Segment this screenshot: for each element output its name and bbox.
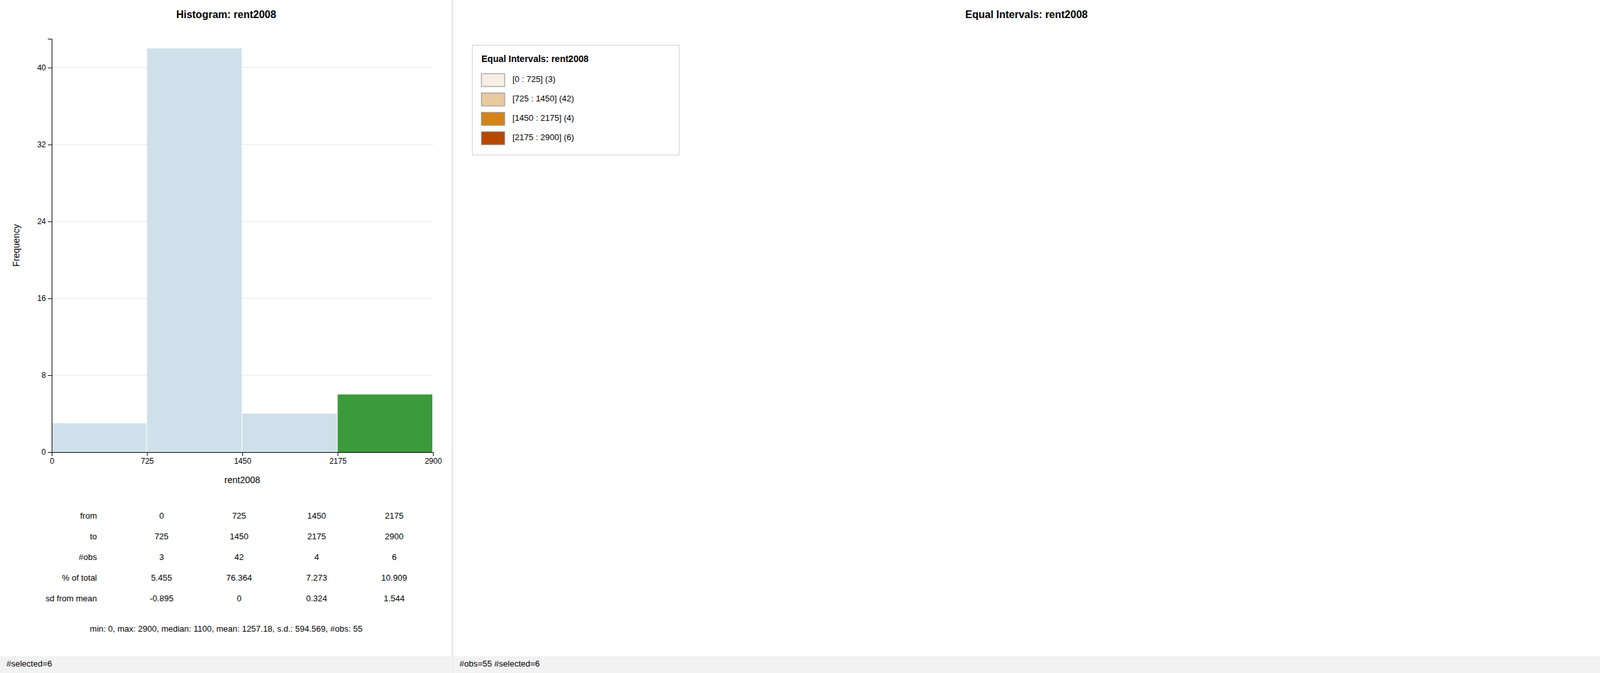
tick-mark [47,452,52,453]
table-cell: 10.909 [381,573,408,583]
bar[interactable] [242,413,338,453]
table-row-label: #obs [78,552,98,563]
table-cell: 0 [236,593,242,604]
tick-mark [47,221,52,223]
tick: 8 [41,370,52,380]
legend: Equal Intervals: rent2008 [0 : 725] (3) [7… [472,45,680,156]
table-cell: 725 [154,531,169,542]
grid-line [51,221,433,222]
tick: 0 [41,447,52,457]
stats-text: min: 0, max: 2900, median: 1100, mean: 1… [89,624,363,634]
bar[interactable] [51,423,147,453]
table-cell: 2900 [385,531,404,542]
legend-swatch [481,112,505,126]
table-row-label: from [80,511,97,521]
tick-mark [242,452,243,457]
grid-line [51,67,433,68]
table-cell: 2175 [307,531,327,542]
tick-label: 32 [37,140,47,150]
grid [51,67,433,453]
tick-label: 1450 [233,456,252,466]
table-cell: 725 [231,511,247,521]
chart-title: Equal Intervals: rent2008 [965,9,1089,21]
axis-line [47,39,53,453]
grid-line [51,297,433,299]
legend-swatch [481,73,505,87]
tick: 40 [37,63,52,73]
table-cell: 76.364 [226,573,253,583]
x-axis: 0 725 1450 2175 2900 [49,452,443,466]
tick-label: 0 [41,447,46,457]
legend-box [472,45,680,156]
table: from to #obs % of total sd from mean 0 725 3 5.4… [45,511,408,604]
tick-mark [47,144,52,146]
tick-label: 16 [37,294,47,304]
tick-label: 725 [140,456,154,466]
table-cell: 7.273 [306,573,328,583]
status-text: #selected=6 [6,659,52,669]
tick-mark [47,298,52,300]
tick: 1450 [233,452,252,466]
table-row-label: % of total [62,573,97,583]
table-row-label: sd from mean [45,593,97,604]
panel-divider [452,0,453,673]
table-row-label: to [89,531,97,542]
status-bar [452,656,1600,673]
tick-label: 2900 [424,456,443,466]
tick-mark [337,452,339,457]
tick: 725 [140,452,154,466]
chart-title: Histogram: rent2008 [176,9,277,21]
table-cell: 42 [234,552,244,563]
legend-label: [2175 : 2900] (6) [512,132,574,143]
table-cell: 1.544 [383,593,406,604]
tick-label: 0 [49,456,55,466]
tick: 32 [37,140,52,150]
y-axis: 0 8 16 24 32 40 [37,39,53,458]
table-cell: 4 [314,552,319,563]
axis-line [52,452,434,457]
tick: 2175 [329,452,348,466]
tick-label: 2175 [329,456,348,466]
bars [51,48,433,453]
status-bar [0,656,453,673]
legend-title: Equal Intervals: rent2008 [481,53,589,64]
bar[interactable] [337,394,433,453]
table-cell: 3 [158,552,164,563]
legend-swatch [481,131,505,145]
y-axis-title: Frequency [10,224,22,267]
grid-line [51,144,433,145]
table-cell: 2175 [385,511,404,521]
tick-label: 40 [37,63,47,73]
tick: 2900 [424,452,443,466]
status-text: #obs=55 #selected=6 [459,659,540,669]
tick: 16 [37,294,52,304]
table-cell: 0 [158,511,164,521]
page: Histogram: rent2008 0 725 1450 2175 2900 0 8 16 2… [0,0,1600,673]
tick-mark [47,67,52,69]
grid-line [51,374,433,376]
tick-label: 24 [37,217,47,227]
legend-label: [1450 : 2175] (4) [512,113,574,123]
bar[interactable] [147,48,243,453]
legend-swatch [481,93,505,106]
legend-label: [725 : 1450] (42) [512,93,574,104]
tick-mark [47,375,52,377]
tick-label: 8 [41,370,46,380]
legend-label: [0 : 725] (3) [512,74,556,85]
tick-mark [432,452,434,457]
tick: 24 [37,217,52,227]
table-cell: 5.455 [151,573,173,583]
table-cell: 1450 [307,511,327,521]
tick-mark [147,452,148,457]
table-cell: 6 [391,552,397,563]
table-cell: 1450 [230,531,249,542]
table-cell: 0.324 [306,593,328,604]
table-cell: -0.895 [149,593,174,604]
tick: 0 [49,452,55,466]
x-axis-title: rent2008 [224,474,260,486]
